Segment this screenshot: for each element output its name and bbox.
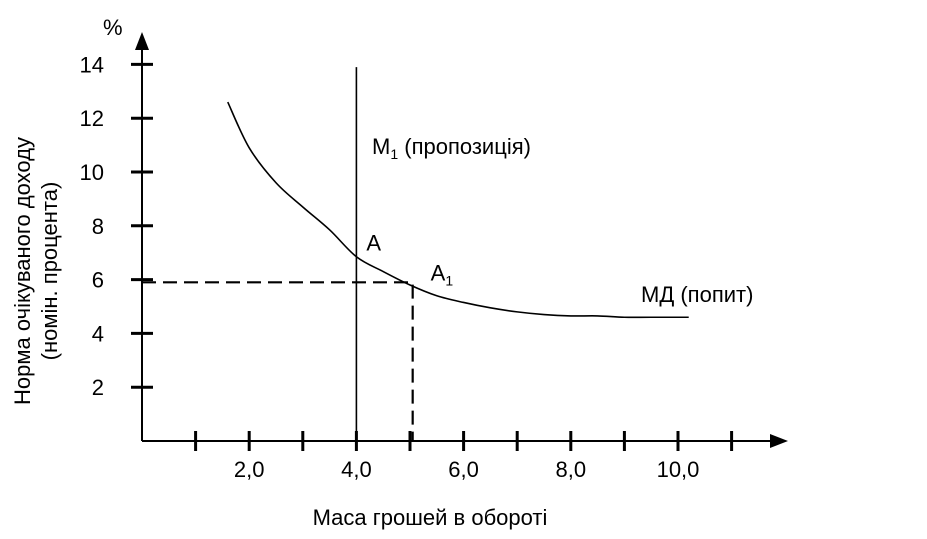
supply-label-tail: (пропозиція): [398, 134, 531, 159]
y-tick-label: 4: [92, 321, 104, 346]
y-axis-arrow: [135, 32, 149, 50]
supply-label-main: M: [372, 134, 390, 159]
y-axis-title-line1: Норма очікуваного доходу: [10, 137, 35, 405]
x-tick-label: 2,0: [234, 457, 265, 482]
point-a1-subscript: 1: [445, 272, 453, 288]
supply-label: M1 (пропозиція): [372, 134, 531, 162]
y-tick-label: 14: [80, 52, 104, 77]
y-axis-title-line2: (номін. процента): [37, 182, 62, 361]
supply-label-subscript: 1: [390, 146, 398, 162]
ticks: [131, 62, 734, 451]
x-tick-label: 10,0: [657, 457, 700, 482]
demand-label: МД (попит): [641, 282, 753, 307]
y-tick-label: 8: [92, 214, 104, 239]
y-tick-label: 12: [80, 106, 104, 131]
x-tick-label: 8,0: [556, 457, 587, 482]
x-axis-arrow: [770, 434, 788, 448]
tick-labels: 2 4 6 8 10 12 14 2,0 4,0 6,0 8,0 10,0: [80, 52, 700, 482]
x-axis-title: Маса грошей в обороті: [313, 505, 548, 530]
x-tick-label: 4,0: [341, 457, 372, 482]
y-tick-label: 2: [92, 375, 104, 400]
demand-curve: [227, 101, 689, 319]
point-a1-main: A: [431, 260, 446, 285]
y-tick-label: 6: [92, 268, 104, 293]
x-tick-label: 6,0: [448, 457, 479, 482]
y-unit-label: %: [103, 15, 123, 40]
point-a1-label: A1: [431, 260, 454, 288]
guide-line: [142, 281, 414, 441]
point-a-label: A: [366, 231, 381, 256]
y-tick-label: 10: [80, 160, 104, 185]
